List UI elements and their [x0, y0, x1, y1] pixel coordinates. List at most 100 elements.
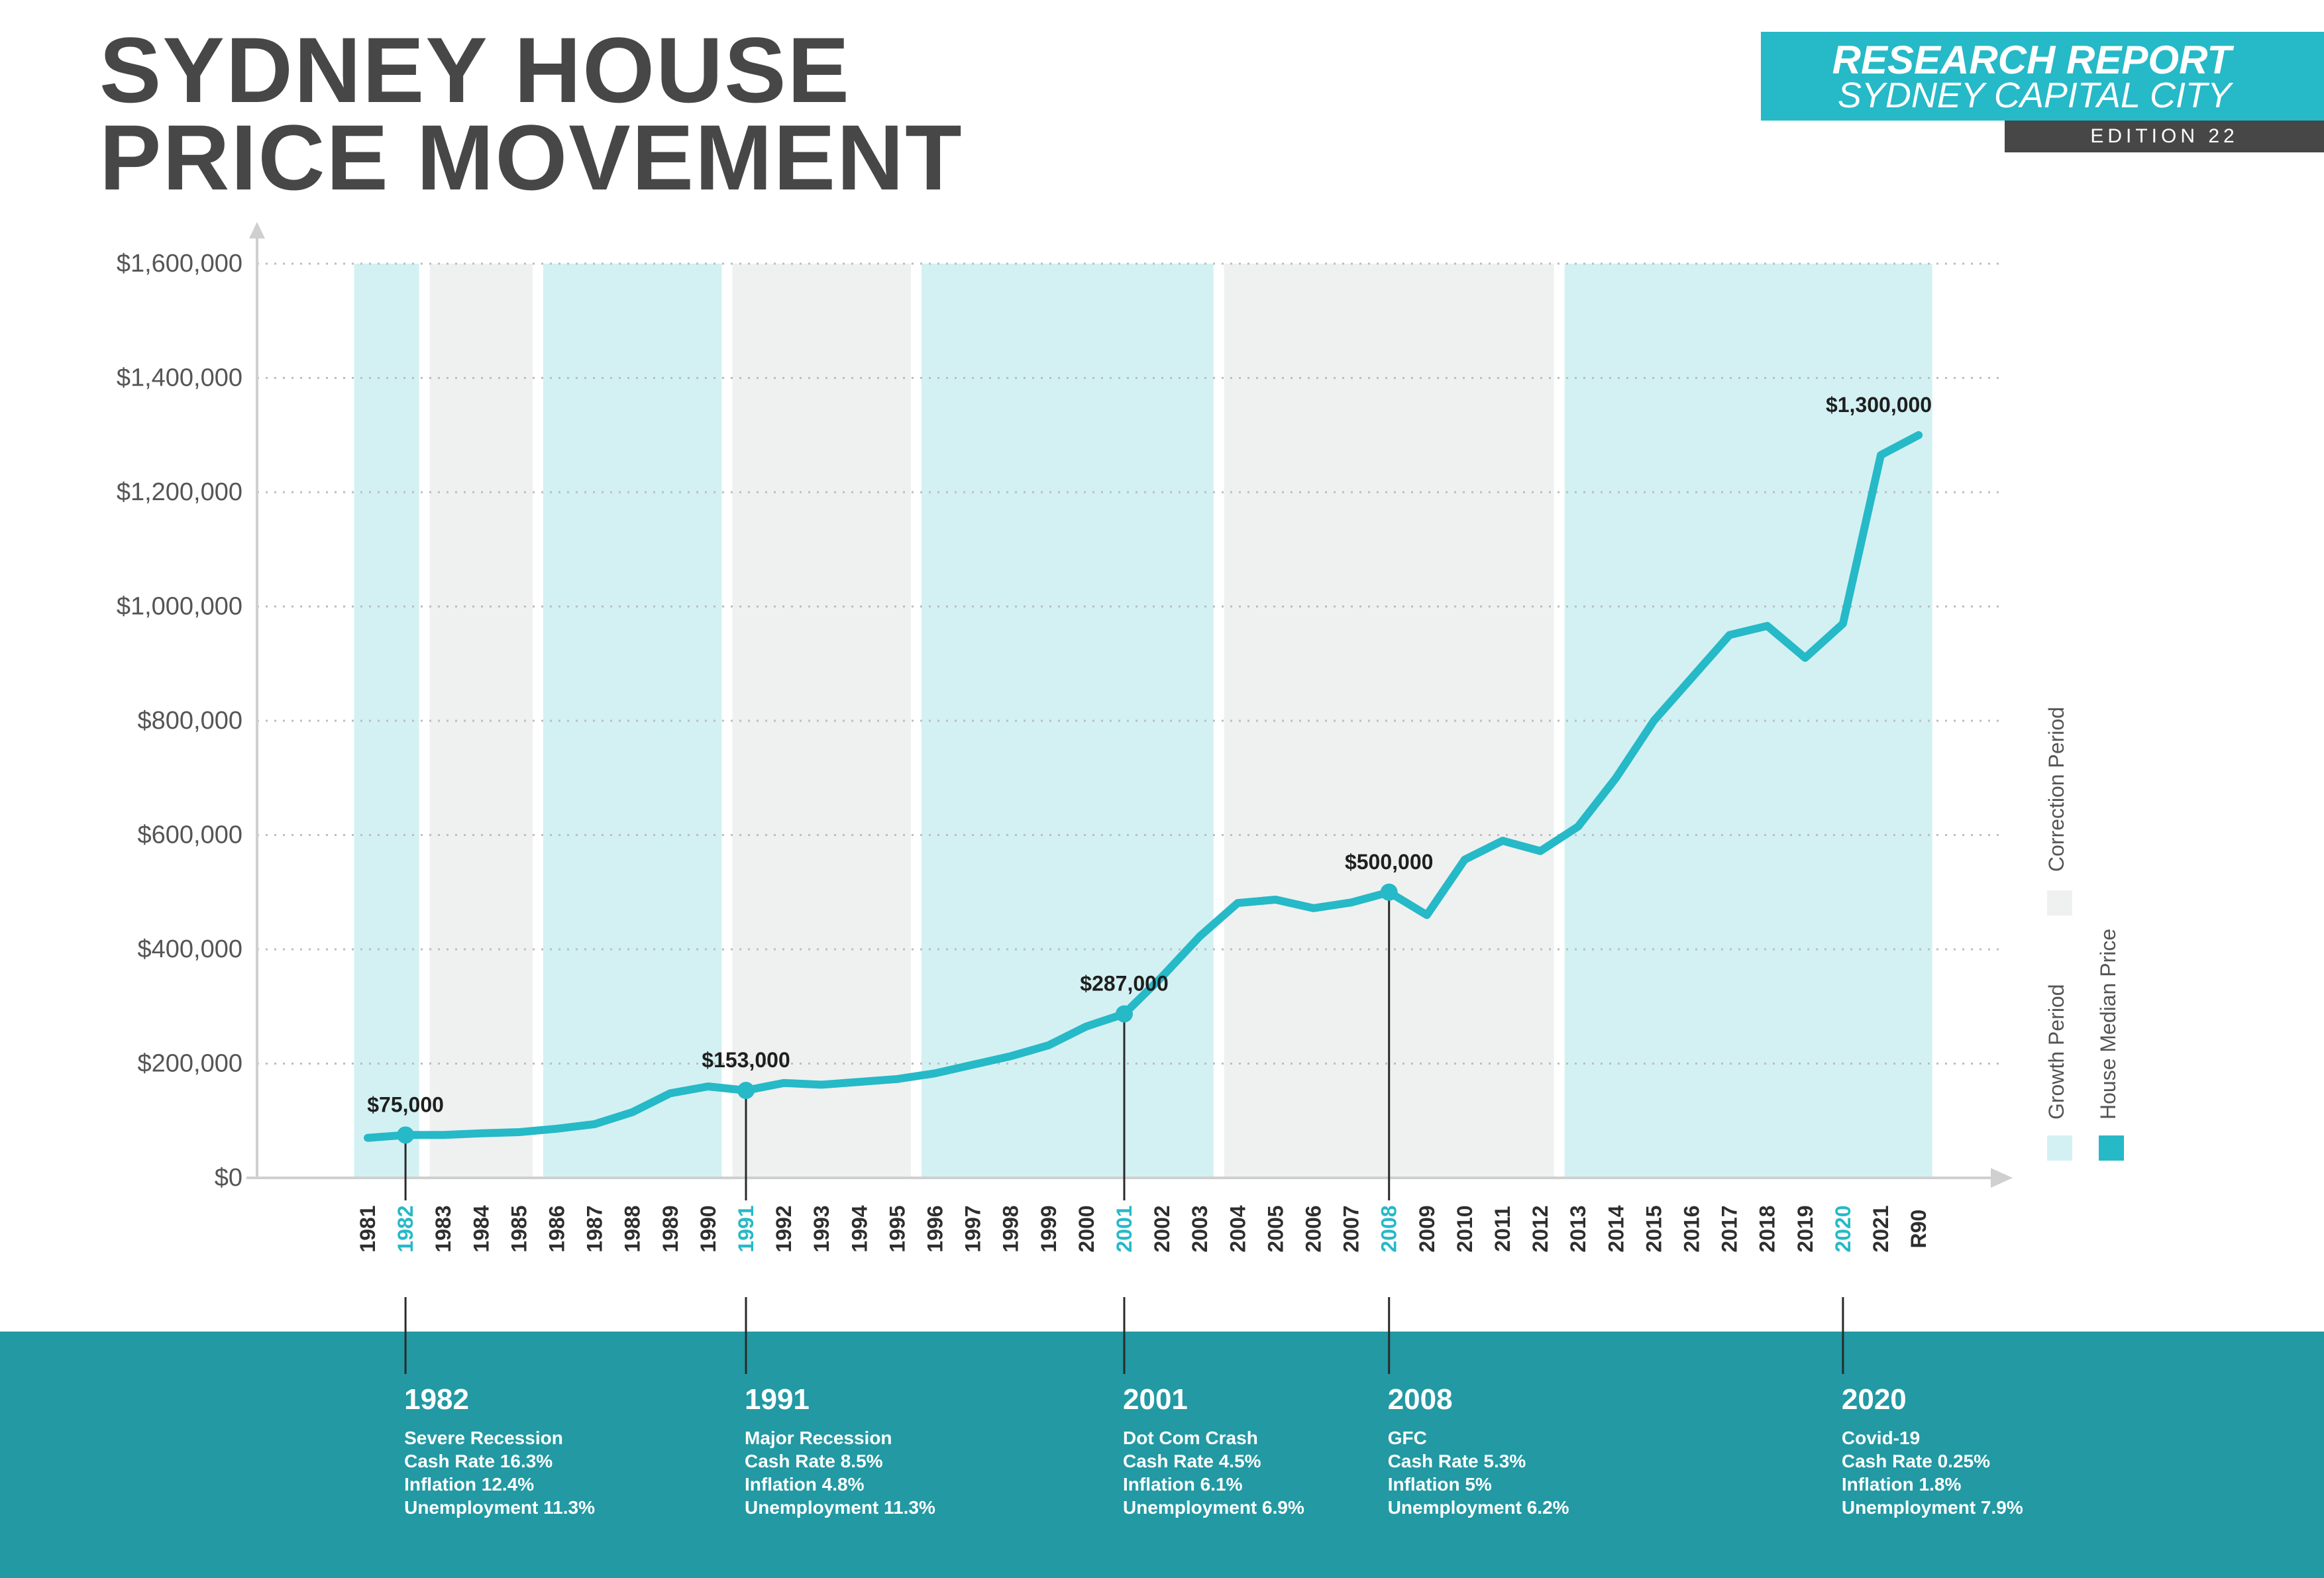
data-label-1982: $75,000	[367, 1092, 444, 1116]
x-tick-label: 1995	[885, 1205, 909, 1252]
event-year: 2020	[1841, 1383, 1907, 1416]
growth-period-band-1986	[543, 264, 722, 1178]
x-tick-label: 2006	[1302, 1205, 1326, 1252]
y-tick-label: $400,000	[138, 935, 243, 963]
x-tick-label: 1994	[847, 1205, 871, 1252]
data-label-2008: $500,000	[1345, 850, 1433, 874]
event-detail: Inflation 5%	[1387, 1474, 1492, 1495]
edition-badge: EDITION 22	[2005, 121, 2324, 152]
x-tick-label: 2012	[1528, 1205, 1552, 1252]
y-tick-label: $600,000	[138, 821, 243, 849]
x-tick-label: 2015	[1642, 1205, 1665, 1252]
x-tick-label: 2005	[1263, 1205, 1287, 1252]
x-tick-label: 1988	[621, 1205, 645, 1252]
x-tick-label: 1981	[356, 1205, 380, 1252]
data-point-2008	[1380, 883, 1398, 901]
x-tick-label: 1985	[507, 1205, 531, 1252]
x-tick-label: 1986	[545, 1205, 569, 1252]
report-subtitle: SYDNEY CAPITAL CITY	[1837, 76, 2231, 115]
axes	[246, 222, 2013, 1188]
data-label-2001: $287,000	[1080, 971, 1168, 995]
x-tick-label: 2007	[1340, 1205, 1363, 1252]
x-tick-label: 2014	[1604, 1205, 1628, 1252]
event-year: 1982	[404, 1383, 469, 1416]
x-tick-label: 2018	[1756, 1205, 1779, 1252]
title-line-1: SYDNEY HOUSE	[99, 18, 851, 122]
x-tick-label: 2001	[1112, 1205, 1136, 1252]
event-detail: Unemployment 11.3%	[404, 1497, 595, 1518]
event-detail: Unemployment 11.3%	[745, 1497, 935, 1518]
x-tick-label: 2016	[1680, 1205, 1704, 1252]
x-tick-label: 1983	[431, 1205, 455, 1252]
x-axis-arrow	[1991, 1168, 2013, 1188]
x-tick-label: 2017	[1718, 1205, 1742, 1252]
event-detail: Cash Rate 16.3%	[404, 1451, 553, 1471]
x-tick-label: 2020	[1831, 1205, 1855, 1252]
legend-swatch-growth-period	[2047, 1135, 2072, 1161]
data-point-1982	[397, 1126, 415, 1144]
event-detail: Unemployment 7.9%	[1841, 1497, 2023, 1518]
data-labels: $75,000 $153,000 $287,000 $500,000 $1,300,00…	[367, 393, 1932, 1117]
event-detail: Cash Rate 8.5%	[745, 1451, 883, 1471]
x-tick-label: 1991	[734, 1205, 758, 1252]
event-detail: Inflation 6.1%	[1123, 1474, 1243, 1495]
events-band	[0, 1332, 2324, 1578]
y-tick-label: $1,000,000	[117, 593, 242, 621]
data-point-1991	[737, 1082, 755, 1100]
x-tick-label: 1989	[659, 1205, 682, 1252]
report-title: RESEARCH REPORT	[1832, 38, 2231, 82]
data-label-1991: $153,000	[702, 1048, 790, 1072]
event-detail: GFC	[1387, 1428, 1427, 1448]
event-detail: Major Recession	[745, 1428, 892, 1448]
event-detail: Inflation 1.8%	[1841, 1474, 1962, 1495]
event-year: 2001	[1123, 1383, 1188, 1416]
x-tick-label: 1984	[469, 1205, 493, 1252]
x-tick-labels: 1981 1982 1983 1984 1985 1986 1987 1988 1989 1990…	[356, 1205, 1930, 1252]
event-detail: Covid-19	[1841, 1428, 1921, 1448]
data-label-r90: $1,300,000	[1826, 393, 1932, 417]
event-detail: Unemployment 6.2%	[1387, 1497, 1569, 1518]
event-detail: Unemployment 6.9%	[1123, 1497, 1304, 1518]
x-tick-label: 1999	[1037, 1205, 1061, 1252]
x-tick-label: 1990	[696, 1205, 720, 1252]
data-point-2001	[1116, 1005, 1133, 1023]
event-detail: Cash Rate 5.3%	[1387, 1451, 1526, 1471]
x-tick-label: 2011	[1491, 1206, 1514, 1251]
y-tick-labels: $0 $200,000 $400,000 $600,000 $800,000 $1,000…	[117, 250, 242, 1192]
page-title: SYDNEY HOUSE PRICE MOVEMENT	[99, 18, 963, 209]
y-tick-label: $1,200,000	[117, 478, 242, 506]
x-tick-label: 2000	[1075, 1205, 1098, 1252]
event-2008: 2008 GFC Cash Rate 5.3% Inflation 5% Unemplo…	[1388, 1381, 1569, 1519]
x-tick-label: 1992	[772, 1205, 796, 1252]
x-tick-label: 2002	[1150, 1205, 1174, 1252]
title-line-2: PRICE MOVEMENT	[99, 105, 963, 209]
correction-period-band-1991	[732, 264, 911, 1178]
x-tick-label: 2019	[1793, 1205, 1817, 1252]
y-tick-label: $1,400,000	[117, 364, 242, 392]
legend-swatch-house-median-price	[2099, 1135, 2124, 1161]
x-tick-label: 2003	[1188, 1205, 1212, 1252]
event-leader-lines	[404, 892, 1844, 1374]
legend-swatch-correction-period	[2047, 890, 2072, 916]
x-tick-label: 2004	[1226, 1205, 1249, 1252]
x-tick-label: 2013	[1566, 1205, 1590, 1252]
legend-label-house-median-price: House Median Price	[2096, 929, 2120, 1120]
event-detail: Severe Recession	[404, 1428, 563, 1448]
legend-label-correction-period: Correction Period	[2044, 707, 2068, 872]
x-tick-label: 1996	[924, 1205, 947, 1252]
y-tick-label: $200,000	[138, 1050, 243, 1078]
x-tick-label: 2010	[1453, 1205, 1477, 1252]
grid-lines	[257, 262, 2001, 1065]
house-median-price-line	[364, 431, 1923, 1142]
event-detail: Cash Rate 0.25%	[1841, 1451, 1990, 1471]
event-year: 1991	[745, 1383, 810, 1416]
y-tick-label: $1,600,000	[117, 250, 242, 278]
event-detail: Cash Rate 4.5%	[1123, 1451, 1261, 1471]
event-1991: 1991 Major Recession Cash Rate 8.5% Inflati…	[745, 1381, 935, 1519]
x-tick-label: 2008	[1377, 1205, 1401, 1252]
x-tick-label: 2009	[1415, 1205, 1439, 1252]
y-tick-label: $800,000	[138, 707, 243, 735]
x-tick-label: 1997	[961, 1205, 985, 1252]
y-axis-arrow	[249, 222, 265, 238]
